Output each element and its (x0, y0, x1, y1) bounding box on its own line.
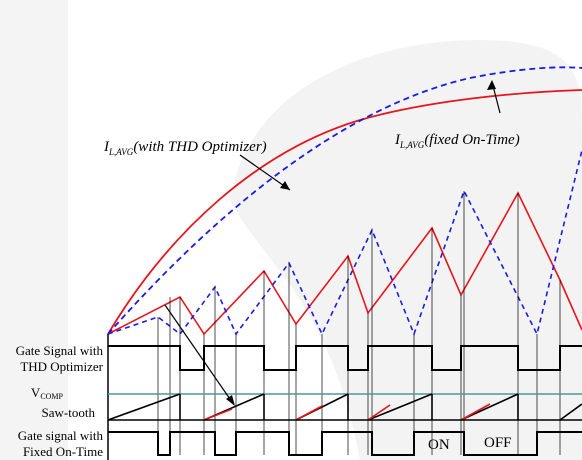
sawtooth-ramp (295, 405, 323, 421)
thd-ripple-current (107, 191, 582, 336)
watermark-arc (230, 40, 582, 460)
sawtooth-arrow (164, 304, 233, 403)
thd-label-arrowhead (280, 181, 290, 190)
gate-signal-fixed-on-time (108, 431, 582, 456)
thd-average-label: IL,AVG(with THD Optimizer) (103, 139, 267, 157)
thd-average-current-curve (107, 89, 582, 335)
row-label-gate-thd-line1: Gate Signal with (16, 343, 104, 358)
fixed-label-arrowhead (487, 80, 496, 90)
row-label-sawtooth: Saw-tooth (42, 405, 96, 420)
sawtooth-ramp (107, 393, 181, 421)
row-label-gate-thd-line2: THD Optimizer (20, 359, 103, 374)
watermark-bar (0, 0, 68, 460)
thd-label-arrow (239, 154, 291, 191)
sawtooth-ramp (203, 408, 233, 421)
on-label: ON (428, 437, 450, 453)
row-label-gate-fixed-line2: Fixed On-Time (23, 444, 103, 459)
gate-signal-thd-optimizer (108, 345, 582, 371)
fixed-average-label: IL,AVG(fixed On-Time) (394, 132, 520, 150)
fixed-on-time-ripple-current (107, 149, 582, 337)
sawtooth-ramp (367, 393, 433, 421)
sawtooth-arrowhead (226, 395, 235, 406)
label-arrows (164, 80, 501, 406)
off-label: OFF (484, 435, 512, 451)
fixed-on-time-average-current-curve (107, 66, 582, 335)
sawtooth-ramp (559, 403, 582, 421)
sawtooth-waveform (107, 393, 582, 421)
sawtooth-ramp (460, 403, 491, 421)
row-label-vcomp: VCOMP (31, 385, 64, 401)
row-label-gate-fixed-line1: Gate signal with (18, 428, 104, 443)
sawtooth-ramp (367, 404, 391, 421)
